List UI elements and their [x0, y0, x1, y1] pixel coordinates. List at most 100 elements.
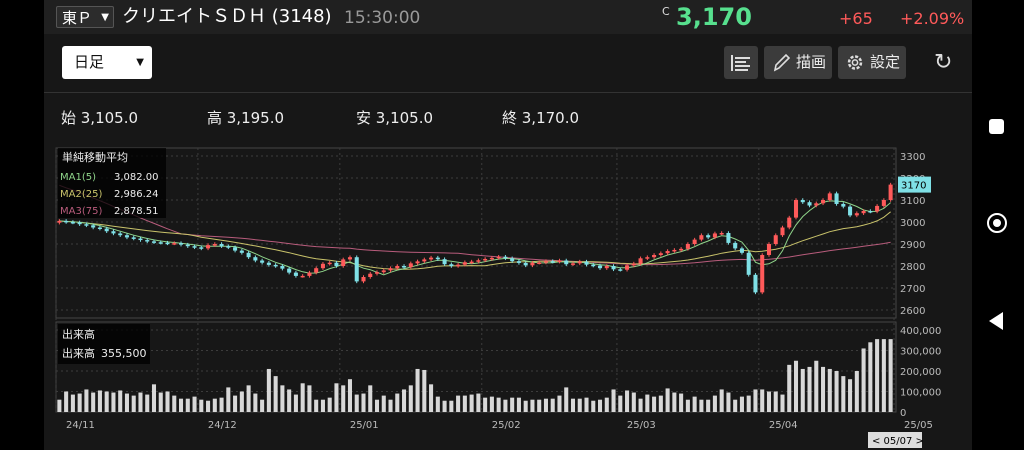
- candle-body: [320, 263, 325, 269]
- x-tick-label: 25/04: [769, 420, 798, 431]
- market-select[interactable]: 東Ｐ ▼: [56, 6, 114, 28]
- volume-bar: [510, 397, 515, 412]
- volume-bar: [266, 368, 271, 412]
- refresh-icon[interactable]: ↻: [934, 50, 953, 75]
- volume-legend-value: 355,500: [101, 347, 147, 360]
- volume-bar: [462, 395, 467, 412]
- volume-bar: [212, 398, 217, 412]
- volume-bar: [726, 392, 731, 412]
- candle-body: [266, 262, 271, 265]
- volume-bar: [206, 400, 211, 412]
- volume-tick-label: 100,000: [900, 388, 941, 399]
- candle-body: [618, 269, 623, 271]
- candle-body: [388, 268, 393, 271]
- candle-body: [692, 239, 697, 244]
- candle-body: [145, 240, 150, 242]
- ma-legend-title: 単純移動平均: [62, 150, 128, 164]
- candle-body: [861, 211, 866, 214]
- candle: [219, 242, 224, 248]
- volume-bar: [793, 360, 799, 412]
- ma1-line: [59, 200, 891, 276]
- candle-body: [84, 224, 89, 226]
- volume-bar: [172, 395, 177, 412]
- period-select[interactable]: 日足 ▼: [62, 46, 152, 79]
- candle: [625, 263, 630, 272]
- candle: [145, 238, 150, 244]
- back-icon[interactable]: [989, 312, 1003, 330]
- volume-bar: [557, 395, 562, 412]
- volume-bar: [489, 396, 494, 412]
- volume-bar: [652, 396, 657, 412]
- candle-body: [334, 262, 339, 266]
- candle: [70, 220, 75, 225]
- volume-bar: [293, 394, 298, 412]
- home-icon[interactable]: [987, 213, 1007, 233]
- volume-bar: [807, 366, 812, 412]
- indicator-list-button[interactable]: [724, 46, 758, 79]
- candle-body: [131, 237, 136, 239]
- candle-body: [699, 235, 704, 240]
- candle-body: [341, 259, 346, 266]
- candle-body: [280, 266, 285, 269]
- volume-bar: [679, 393, 684, 412]
- android-nav-bar: [972, 0, 1024, 450]
- chevron-down-icon: ▼: [136, 57, 144, 68]
- candle-body: [780, 227, 785, 236]
- candle-body: [165, 242, 170, 245]
- candle: [530, 260, 535, 268]
- divider: [44, 92, 972, 93]
- volume-bar: [483, 397, 488, 412]
- candle-body: [868, 211, 873, 213]
- candle-body: [564, 260, 569, 265]
- volume-bar: [685, 399, 690, 412]
- volume-bar: [178, 398, 184, 412]
- recent-apps-icon[interactable]: [989, 119, 1004, 134]
- volume-bar: [469, 394, 474, 412]
- volume-bar: [111, 392, 116, 412]
- candle: [300, 274, 305, 278]
- volume-bar: [875, 339, 880, 412]
- candle: [422, 257, 427, 264]
- volume-bar: [246, 385, 251, 412]
- volume-bar: [631, 392, 636, 412]
- candle: [138, 236, 143, 242]
- candle: [489, 256, 494, 261]
- candle-body: [361, 277, 366, 282]
- candle: [307, 270, 312, 278]
- candle: [199, 245, 204, 251]
- candle-body: [645, 257, 650, 259]
- x-tick-label: 25/02: [492, 420, 521, 431]
- candle-body: [584, 261, 589, 265]
- volume-bar: [841, 376, 846, 412]
- candle: [665, 249, 670, 255]
- candle: [841, 202, 846, 209]
- volume-bar: [881, 339, 886, 412]
- candle-body: [77, 222, 82, 225]
- candle-body: [854, 213, 859, 216]
- stock-chart[interactable]: 33003200310030002900280027002600400,0003…: [44, 146, 972, 450]
- candle-body: [827, 193, 832, 200]
- candle: [827, 191, 832, 202]
- candle-body: [773, 235, 778, 244]
- x-tick-label: 25/05: [904, 420, 933, 431]
- settings-button[interactable]: 設定: [838, 46, 906, 79]
- candle: [104, 226, 109, 233]
- candle: [726, 231, 731, 245]
- candle-body: [97, 227, 102, 229]
- candle-body: [530, 262, 535, 266]
- candle-body: [118, 233, 123, 236]
- candle-body: [408, 263, 413, 268]
- settings-label: 設定: [870, 53, 901, 71]
- candle-body: [672, 249, 677, 252]
- candle: [327, 260, 332, 266]
- volume-bar: [253, 393, 258, 412]
- current-price-tag: 3170: [898, 176, 931, 193]
- header-bar: 東Ｐ ▼ クリエイトＳＤＨ (3148) 15:30:00 C 3,170 +65…: [44, 0, 972, 34]
- volume-bar: [672, 392, 677, 412]
- candle-body: [658, 253, 663, 255]
- candle: [192, 244, 197, 250]
- volume-bar: [415, 368, 420, 412]
- candle-body: [239, 250, 244, 253]
- draw-button[interactable]: 描画: [764, 46, 832, 79]
